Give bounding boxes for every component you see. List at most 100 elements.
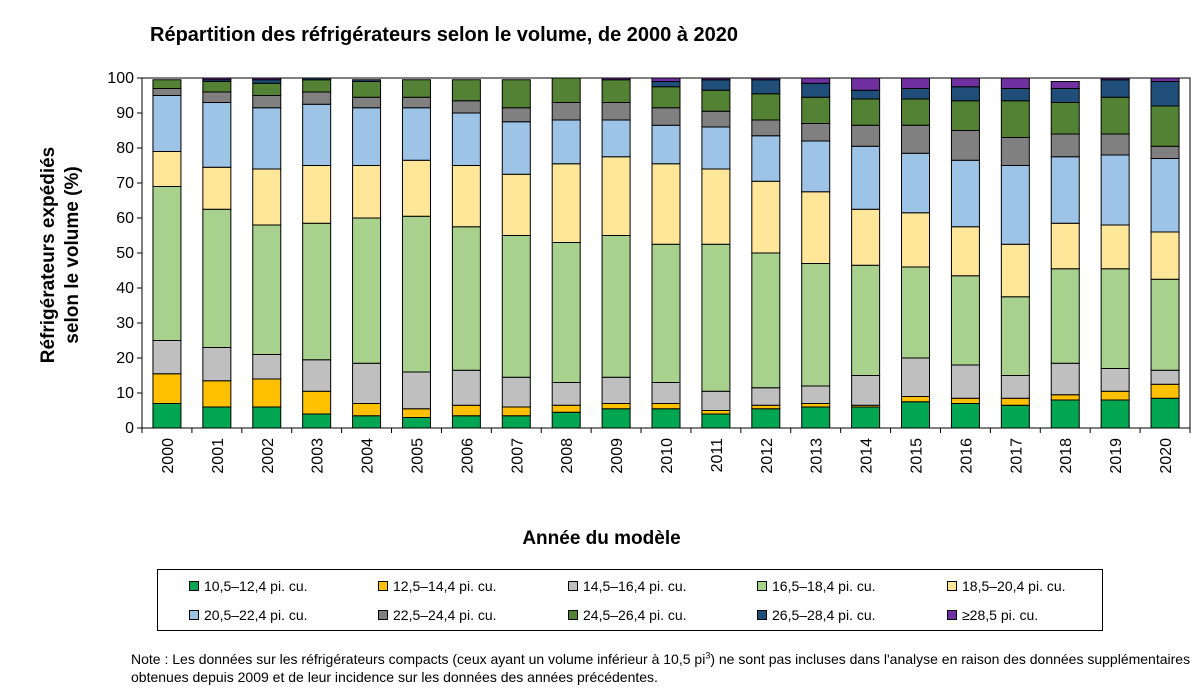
bar-segment: [202, 347, 232, 382]
bar-segment: [1150, 369, 1180, 385]
legend-label: 14,5–16,4 pi. cu.: [583, 578, 687, 594]
legend-item: 10,5–12,4 pi. cu.: [189, 578, 308, 594]
bar-segment: [1150, 231, 1180, 280]
bar-segment: [651, 107, 681, 126]
bar-segment: [1100, 399, 1130, 429]
bar-segment: [152, 373, 182, 404]
bar-segment: [302, 79, 332, 93]
bar-segment: [601, 77, 631, 81]
bar-segment: [751, 180, 781, 254]
bar-segment: [601, 376, 631, 404]
x-axis-label: Année du modèle: [522, 528, 681, 549]
bar-segment: [651, 243, 681, 383]
y-tick-label: 50: [116, 245, 134, 262]
bar-segment: [252, 224, 282, 355]
bar-segment: [901, 152, 931, 214]
bar-segment: [851, 208, 881, 266]
bar-segment: [751, 119, 781, 137]
bar-segment: [202, 406, 232, 429]
bar-segment: [1050, 394, 1080, 401]
bar-segment: [501, 415, 531, 429]
y-tick-label: 100: [107, 70, 134, 87]
y-axis-label-line: Réfrigérateurs expédiés: [38, 147, 59, 364]
bar-segment: [252, 82, 282, 96]
legend-item: 12,5–14,4 pi. cu.: [378, 578, 497, 594]
y-tick-label: 0: [125, 420, 134, 437]
bar-segment: [1150, 81, 1180, 107]
bar-segment: [1150, 145, 1180, 159]
bar-segment: [1100, 96, 1130, 135]
bar-segment: [751, 408, 781, 429]
bar-segment: [1150, 77, 1180, 82]
bar-segment: [950, 226, 980, 277]
footnote-text: Note : Les données sur les réfrigérateur…: [131, 651, 706, 667]
footnote: Note : Les données sur les réfrigérateur…: [131, 650, 1191, 686]
x-tick-label: 2020: [1158, 438, 1175, 474]
bar-segment: [501, 235, 531, 378]
y-tick-label: 90: [116, 105, 134, 122]
y-tick-label: 10: [116, 385, 134, 402]
bar-segment: [451, 112, 481, 166]
bar-segment: [950, 77, 980, 88]
legend-item: 20,5–22,4 pi. cu.: [189, 607, 308, 623]
bar-segment: [651, 163, 681, 245]
bar-segment: [451, 369, 481, 406]
legend-label: 24,5–26,4 pi. cu.: [583, 607, 687, 623]
bar-segment: [950, 159, 980, 228]
legend-label: 10,5–12,4 pi. cu.: [204, 578, 308, 594]
x-tick-label: 2019: [1108, 438, 1125, 474]
bar-segment: [851, 406, 881, 429]
bar-segment: [551, 242, 581, 383]
bar-segment: [202, 380, 232, 408]
legend-item: ≥28,5 pi. cu.: [947, 607, 1038, 623]
bar-segment: [751, 135, 781, 182]
bar-segment: [701, 413, 731, 429]
bar-segment: [152, 340, 182, 375]
bar-segment: [352, 415, 382, 429]
bar-segment: [501, 173, 531, 236]
bar-segment: [202, 166, 232, 210]
bar-segment: [252, 77, 282, 81]
bar-segment: [551, 163, 581, 243]
bar-segment: [950, 100, 980, 131]
y-tick-label: 80: [116, 140, 134, 157]
x-tick-label: 2014: [859, 438, 876, 474]
bar-segment: [1100, 77, 1130, 81]
bar-segment: [701, 243, 731, 392]
chart-title: Répartition des réfrigérateurs selon le …: [150, 24, 739, 46]
bar-segment: [302, 359, 332, 392]
bar-segment: [651, 124, 681, 165]
bar-segment: [751, 93, 781, 121]
bar-segment: [152, 403, 182, 429]
y-tick-label: 20: [116, 350, 134, 367]
bar-segment: [1050, 81, 1080, 89]
bar-segment: [401, 417, 431, 429]
bar-segment: [1000, 397, 1030, 406]
legend-item: 14,5–16,4 pi. cu.: [568, 578, 687, 594]
bar-segment: [501, 121, 531, 175]
bar-segment: [1150, 278, 1180, 371]
bar-segment: [751, 252, 781, 389]
x-tick-label: 2013: [809, 438, 826, 474]
bar-segment: [1050, 362, 1080, 396]
legend-swatch: [378, 581, 388, 592]
bar-segment: [701, 110, 731, 128]
bar-segment: [451, 404, 481, 417]
footnote-text-rest: ) ne sont pas incluses dans l'analyse en…: [131, 651, 1191, 685]
legend-swatch: [947, 610, 957, 621]
legend-swatch: [757, 610, 767, 621]
bar-segment: [801, 403, 831, 408]
x-tick-label: 2001: [210, 438, 227, 474]
legend-label: ≥28,5 pi. cu.: [962, 607, 1039, 623]
x-tick-label: 2009: [609, 438, 626, 474]
y-tick-label: 30: [116, 315, 134, 332]
bar-segment: [451, 165, 481, 228]
bar-segment: [851, 77, 881, 91]
bar-segment: [651, 81, 681, 88]
bar-segment: [152, 95, 182, 152]
bar-segment: [451, 79, 481, 102]
bar-segment: [1100, 390, 1130, 401]
bar-segment: [851, 264, 881, 376]
bar-segment: [202, 81, 232, 93]
bar-segment: [950, 86, 980, 102]
